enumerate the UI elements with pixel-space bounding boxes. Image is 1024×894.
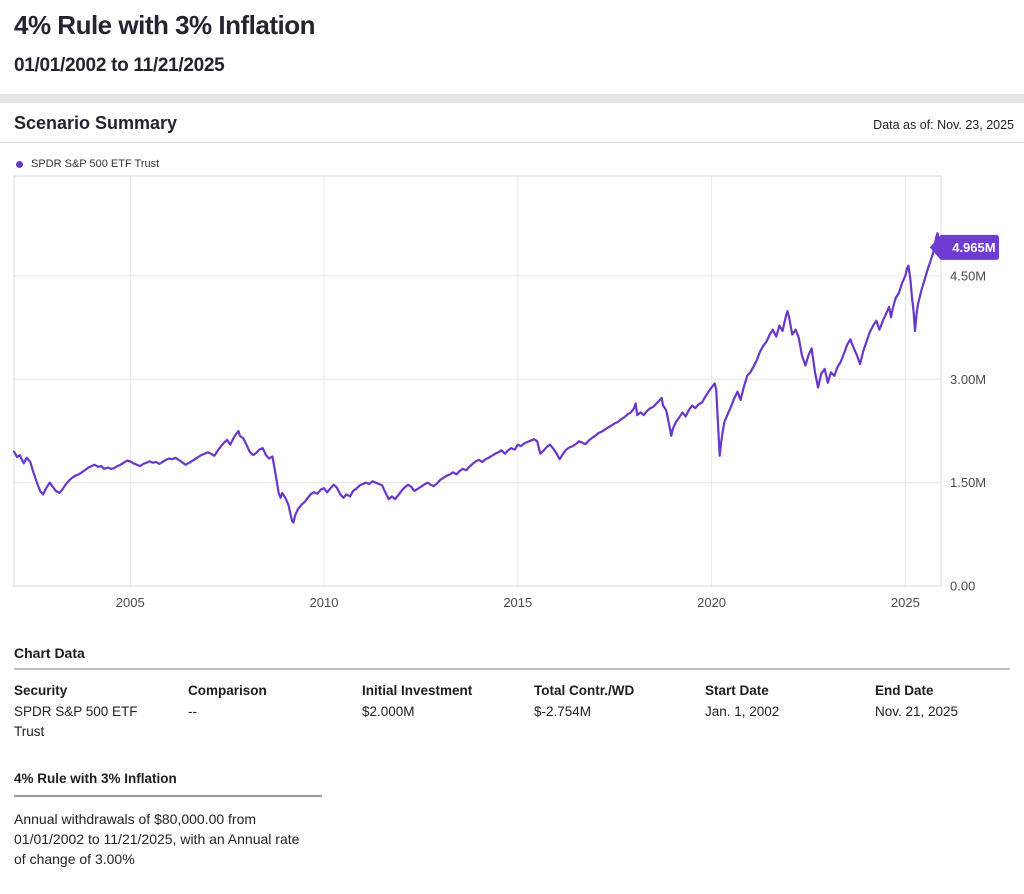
legend-series-dot-icon [16,160,23,168]
x-axis-tick-label: 2005 [116,595,145,610]
column-value: Nov. 21, 2025 [875,704,959,720]
column-value: -- [188,704,197,720]
column-header: Initial Investment [362,683,473,698]
chart-data-col-start-date: Start Date Jan. 1, 2002 [705,682,875,741]
scenario-summary-header: Scenario Summary Data as of: Nov. 23, 20… [0,103,1024,143]
column-header: Security [14,683,68,698]
column-header: End Date [875,683,934,698]
scenario-summary-page: 4% Rule with 3% Inflation 01/01/2002 to … [0,10,1024,880]
chart-data-col-total-contr-wd: Total Contr./WD $-2.754M [534,682,705,741]
scenario-summary-title: Scenario Summary [14,113,178,133]
data-as-of-label: Data as of: Nov. 23, 2025 [873,118,1014,132]
x-axis-tick-label: 2025 [891,595,920,610]
plot-border [13,175,942,587]
page-title: 4% Rule with 3% Inflation [14,10,315,40]
chart-data-divider [14,668,1010,670]
chart-data-col-end-date: End Date Nov. 21, 2025 [875,682,1024,741]
date-range-subtitle: 01/01/2002 to 11/21/2025 [14,55,225,76]
series-line-spdr-sp500[interactable] [12,232,941,524]
column-header: Total Contr./WD [534,683,635,698]
bottom-padding [0,870,1024,880]
column-header: Start Date [705,683,769,698]
scenario-note-body: Annual withdrawals of $80,000.00 from 01… [14,811,300,868]
chart-data-table: Security SPDR S&P 500 ETF Trust Comparis… [0,670,1024,741]
chart-legend-item[interactable]: SPDR S&P 500 ETF Trust [0,143,1024,174]
column-value: SPDR S&P 500 ETF Trust [14,704,138,739]
y-axis-tick-label: 4.50M [950,268,986,283]
chart-data-col-security: Security SPDR S&P 500 ETF Trust [14,682,188,741]
portfolio-value-line-chart[interactable]: 2005 2010 2015 2020 2025 0.00 1.50M 3.00M 4.50M 4… [0,174,1024,621]
x-axis-tick-label: 2015 [503,595,532,610]
column-value: Jan. 1, 2002 [705,704,780,720]
chart-data-col-comparison: Comparison -- [188,682,362,741]
scenario-note: 4% Rule with 3% Inflation Annual withdra… [14,771,1024,870]
chart-data-title: Chart Data [14,645,85,661]
y-axis-tick-label: 3.00M [950,372,986,387]
scenario-note-title: 4% Rule with 3% Inflation [14,771,177,787]
scenario-note-divider [14,795,322,798]
end-value-badge [929,234,999,260]
x-axis-tick-label: 2010 [310,595,339,610]
column-header: Comparison [188,683,267,698]
y-axis-tick-label: 1.50M [950,475,986,490]
column-value: $2.000M [362,704,415,720]
column-value: $-2.754M [534,704,592,720]
x-axis-tick-label: 2020 [697,595,726,610]
section-separator-bar [0,94,1024,103]
chart-data-section: Chart Data Security SPDR S&P 500 ETF Tru… [0,645,1024,870]
end-value-badge-label: 4.965M [952,240,995,255]
y-axis-tick-label: 0.00 [950,579,975,594]
chart-data-col-initial-investment: Initial Investment $2.000M [362,682,534,741]
legend-series-label: SPDR S&P 500 ETF Trust [31,158,160,170]
